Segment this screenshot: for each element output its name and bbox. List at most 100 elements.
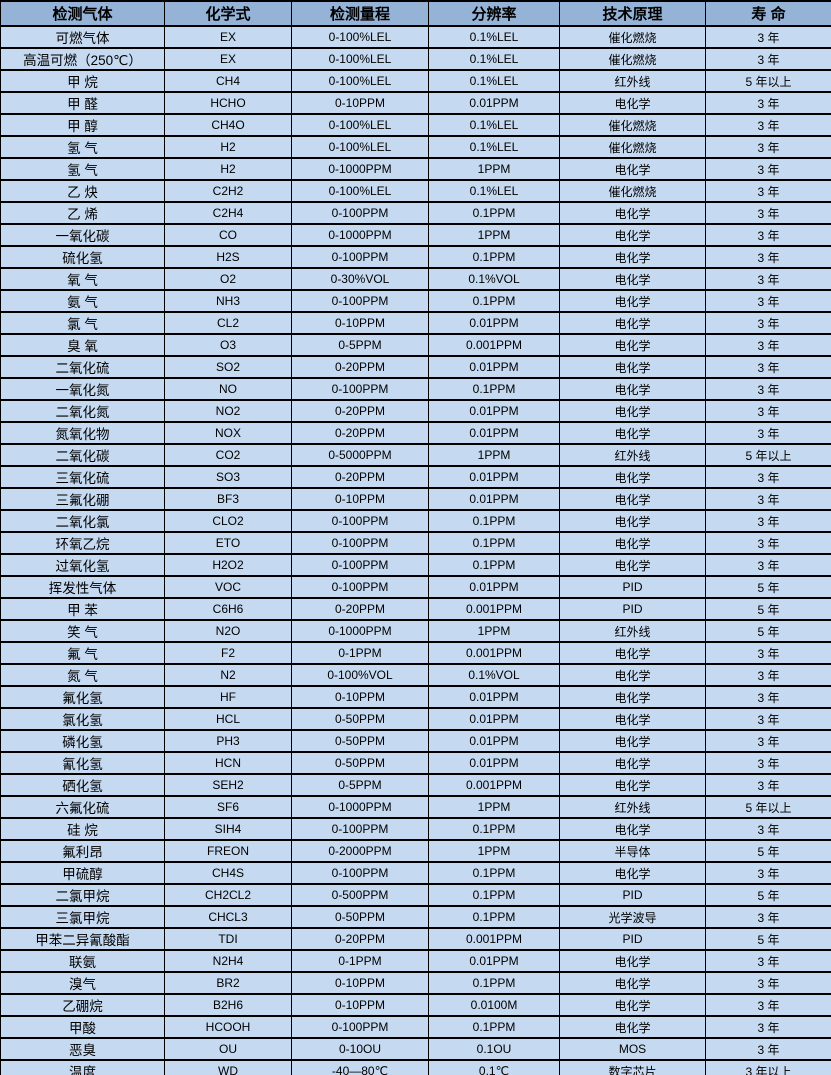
chemical-formula-cell: H2O2 (164, 553, 292, 577)
lifespan-cell: 3 年 (705, 399, 831, 423)
table-row: 高温可燃（250℃） EX 0-100%LEL 0.1%LEL 催化燃烧 3 年 (0, 47, 831, 71)
chemical-formula-cell: NO (164, 377, 292, 401)
gas-name-cell: 甲 醇 (0, 113, 165, 137)
chemical-formula-cell: FREON (164, 839, 292, 863)
table-row: 恶臭 OU 0-10OU 0.1OU MOS 3 年 (0, 1037, 831, 1061)
lifespan-cell: 3 年 (705, 267, 831, 291)
table-row: 甲硫醇 CH4S 0-100PPM 0.1PPM 电化学 3 年 (0, 861, 831, 885)
detection-range-cell: 0-100%LEL (291, 47, 429, 71)
lifespan-cell: 5 年 (705, 839, 831, 863)
detection-range-cell: 0-100PPM (291, 1015, 429, 1039)
table-row: 三氟化硼 BF3 0-10PPM 0.01PPM 电化学 3 年 (0, 487, 831, 511)
technology-cell: 电化学 (559, 487, 706, 511)
detection-range-cell: 0-100PPM (291, 575, 429, 599)
chemical-formula-cell: NH3 (164, 289, 292, 313)
resolution-cell: 0.1PPM (428, 861, 560, 885)
chemical-formula-cell: N2O (164, 619, 292, 643)
resolution-cell: 1PPM (428, 839, 560, 863)
table-row: 甲苯二异氰酸酯 TDI 0-20PPM 0.001PPM PID 5 年 (0, 927, 831, 951)
lifespan-cell: 3 年 (705, 487, 831, 511)
chemical-formula-cell: CHCL3 (164, 905, 292, 929)
detection-range-cell: 0-20PPM (291, 597, 429, 621)
table-row: 联氨 N2H4 0-1PPM 0.01PPM 电化学 3 年 (0, 949, 831, 973)
lifespan-cell: 3 年 (705, 509, 831, 533)
technology-cell: 半导体 (559, 839, 706, 863)
gas-name-cell: 氮氧化物 (0, 421, 165, 445)
chemical-formula-cell: CH4 (164, 69, 292, 93)
detection-range-cell: 0-100PPM (291, 531, 429, 555)
table-row: 氨 气 NH3 0-100PPM 0.1PPM 电化学 3 年 (0, 289, 831, 313)
gas-name-cell: 氨 气 (0, 289, 165, 313)
gas-name-cell: 环氧乙烷 (0, 531, 165, 555)
chemical-formula-cell: O3 (164, 333, 292, 357)
detection-range-cell: 0-1000PPM (291, 619, 429, 643)
resolution-cell: 0.001PPM (428, 773, 560, 797)
lifespan-cell: 3 年 (705, 663, 831, 687)
table-row: 溴气 BR2 0-10PPM 0.1PPM 电化学 3 年 (0, 971, 831, 995)
technology-cell: 电化学 (559, 333, 706, 357)
table-row: 氟 气 F2 0-1PPM 0.001PPM 电化学 3 年 (0, 641, 831, 665)
table-row: 环氧乙烷 ETO 0-100PPM 0.1PPM 电化学 3 年 (0, 531, 831, 555)
resolution-cell: 0.1OU (428, 1037, 560, 1061)
table-row: 甲 烷 CH4 0-100%LEL 0.1%LEL 红外线 5 年以上 (0, 69, 831, 93)
technology-cell: 电化学 (559, 421, 706, 445)
table-row: 硫化氢 H2S 0-100PPM 0.1PPM 电化学 3 年 (0, 245, 831, 269)
table-row: 磷化氢 PH3 0-50PPM 0.01PPM 电化学 3 年 (0, 729, 831, 753)
resolution-cell: 0.01PPM (428, 707, 560, 731)
detection-range-cell: 0-100PPM (291, 817, 429, 841)
chemical-formula-cell: EX (164, 47, 292, 71)
chemical-formula-cell: BR2 (164, 971, 292, 995)
chemical-formula-cell: CO2 (164, 443, 292, 467)
technology-cell: 电化学 (559, 267, 706, 291)
technology-cell: 电化学 (559, 993, 706, 1017)
table-row: 氰化氢 HCN 0-50PPM 0.01PPM 电化学 3 年 (0, 751, 831, 775)
chemical-formula-cell: BF3 (164, 487, 292, 511)
detection-range-cell: 0-100%VOL (291, 663, 429, 687)
lifespan-cell: 3 年 (705, 751, 831, 775)
lifespan-cell: 3 年 (705, 311, 831, 335)
chemical-formula-cell: VOC (164, 575, 292, 599)
table-row: 硅 烷 SIH4 0-100PPM 0.1PPM 电化学 3 年 (0, 817, 831, 841)
gas-name-cell: 溴气 (0, 971, 165, 995)
technology-cell: 电化学 (559, 531, 706, 555)
detection-range-cell: -40—80℃ (291, 1059, 429, 1075)
detection-range-cell: 0-100%LEL (291, 135, 429, 159)
technology-cell: PID (559, 883, 706, 907)
gas-name-cell: 氯化氢 (0, 707, 165, 731)
table-row: 一氧化氮 NO 0-100PPM 0.1PPM 电化学 3 年 (0, 377, 831, 401)
chemical-formula-cell: CH4S (164, 861, 292, 885)
detection-range-cell: 0-10OU (291, 1037, 429, 1061)
column-header-resolution: 分辨率 (428, 0, 560, 27)
resolution-cell: 0.01PPM (428, 575, 560, 599)
lifespan-cell: 5 年 (705, 619, 831, 643)
gas-name-cell: 硫化氢 (0, 245, 165, 269)
technology-cell: PID (559, 575, 706, 599)
detection-range-cell: 0-10PPM (291, 685, 429, 709)
chemical-formula-cell: CH4O (164, 113, 292, 137)
lifespan-cell: 5 年 (705, 927, 831, 951)
table-row: 可燃气体 EX 0-100%LEL 0.1%LEL 催化燃烧 3 年 (0, 25, 831, 49)
resolution-cell: 0.01PPM (428, 311, 560, 335)
resolution-cell: 0.1%VOL (428, 267, 560, 291)
lifespan-cell: 3 年 (705, 157, 831, 181)
detection-range-cell: 0-50PPM (291, 707, 429, 731)
resolution-cell: 1PPM (428, 443, 560, 467)
column-header-technology: 技术原理 (559, 0, 706, 27)
gas-name-cell: 氧 气 (0, 267, 165, 291)
table-row: 氮氧化物 NOX 0-20PPM 0.01PPM 电化学 3 年 (0, 421, 831, 445)
lifespan-cell: 3 年 (705, 223, 831, 247)
technology-cell: 催化燃烧 (559, 47, 706, 71)
table-row: 六氟化硫 SF6 0-1000PPM 1PPM 红外线 5 年以上 (0, 795, 831, 819)
technology-cell: 红外线 (559, 619, 706, 643)
lifespan-cell: 3 年 (705, 289, 831, 313)
detection-range-cell: 0-5PPM (291, 333, 429, 357)
resolution-cell: 0.01PPM (428, 729, 560, 753)
technology-cell: 电化学 (559, 399, 706, 423)
detection-range-cell: 0-100PPM (291, 509, 429, 533)
technology-cell: 电化学 (559, 663, 706, 687)
technology-cell: 催化燃烧 (559, 135, 706, 159)
gas-name-cell: 甲苯二异氰酸酯 (0, 927, 165, 951)
lifespan-cell: 3 年 (705, 1037, 831, 1061)
technology-cell: 电化学 (559, 817, 706, 841)
